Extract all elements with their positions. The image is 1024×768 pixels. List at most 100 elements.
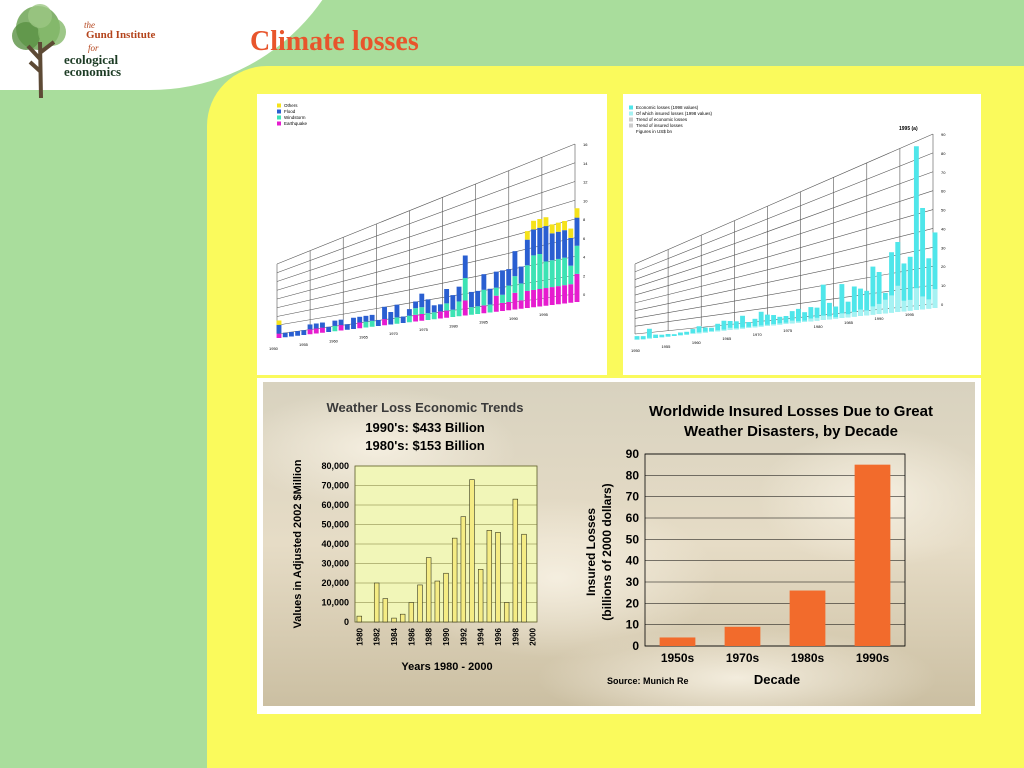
weather-loss-panel: Weather Loss Economic Trends 1990's: $43… [237,378,997,728]
logo-ecological: ecological [64,52,119,67]
bar-segment [326,326,332,332]
x-axis-label: Decade [754,672,800,687]
bar-segment [537,219,543,228]
bar [920,207,926,310]
bar-segment [444,289,450,304]
bar [839,313,845,318]
y-tick-label: 10 [626,618,640,632]
y-tick-label: 40,000 [321,539,349,549]
bar [808,307,814,322]
bar-segment [388,312,394,325]
bar-segment [425,313,431,320]
bar [882,299,888,314]
bar-segment [456,301,462,317]
x-tick-label: 1975 [783,328,793,333]
bar [653,334,659,338]
bar-segment [400,316,406,323]
bar [764,314,770,326]
x-tick-label: 1955 [299,342,309,347]
bar-segment [518,283,524,301]
bar [889,252,894,313]
bar-segment [363,315,369,322]
bar-segment [481,289,487,306]
bar [833,306,839,319]
bar [740,315,745,329]
chart-bars [356,479,527,623]
bar-segment [332,325,338,332]
x-tick-label: 2000 [529,627,538,645]
x-tick-label: 1980 [355,627,364,645]
legend-swatch [629,123,633,128]
bar [640,336,646,340]
y-tick-label: 30,000 [321,559,349,569]
bar [709,327,714,332]
x-tick-label: 1960 [692,340,702,345]
bar-segment [531,289,536,308]
bar [808,318,814,322]
bar [876,303,882,314]
bar [684,331,690,335]
slide-title: Climate losses [250,26,419,57]
bar-segment [512,292,518,310]
bar-segment [531,255,536,290]
grid-line [634,171,934,280]
bar [634,339,640,340]
bar-segment [481,274,487,290]
x-tick-label: 1986 [407,627,416,645]
x-tick-label: 1960 [329,338,339,343]
y-tick-label: 40 [941,226,946,231]
bar-segment [493,295,499,312]
y-tick-label: 2 [583,273,586,278]
bar-segment [500,270,505,295]
bar-segment [276,324,282,334]
chart-axis-labels: 0 2 4 6 8 10 12 14 16 1950 1955 1960 1965 1970 1975 198… [269,142,588,351]
chart-title-line2: Weather Disasters, by Decade [684,423,898,440]
bar-segment [568,284,574,303]
bar-segment [351,317,356,329]
bar [858,309,863,316]
y-axis-label-line2: (billions of 2000 dollars) [600,483,614,620]
x-tick-label: 1995 [539,312,549,317]
bar-segment [543,226,549,262]
bar [777,323,783,325]
bar-segment [394,317,400,324]
bar [758,325,764,327]
bar-segment [295,331,301,336]
bar-segment [574,208,580,218]
bar-segment [524,290,530,308]
bar-segment [500,294,505,303]
bar [721,329,727,331]
bar-segment [444,303,450,311]
x-tick-label: 1994 [477,627,486,645]
bar-segment [475,306,481,314]
x-tick-label: 1950 [269,346,279,351]
y-tick-label: 80,000 [321,461,349,471]
bar [870,266,876,315]
bar [678,332,683,336]
x-tick-label: 1995 [905,312,915,317]
bar [802,320,808,322]
bar [789,311,795,324]
x-tick-label: 1984 [390,627,399,645]
bar-segment [450,295,456,310]
bar [851,311,857,317]
bar-segment [320,327,325,333]
logo-economics: economics [64,64,122,79]
legend-swatch [277,115,281,120]
chart-disasters-by-type: Others Flood Windstorm Earthquake 0 2 4 6 8 10 12… [257,94,607,375]
bar [373,582,380,623]
chart-legend: Economic losses (1998 values)Of which in… [629,105,713,134]
weather-loss-panel-svg: Weather Loss Economic Trends 1990's: $43… [237,382,997,728]
y-tick-label: 14 [583,161,588,166]
chart-title-line1: Worldwide Insured Losses Due to Great [649,403,933,420]
y-tick-label: 0 [632,639,639,653]
bar [690,329,696,334]
bar [733,328,739,330]
bar-segment [549,233,555,261]
bar-segment [518,266,524,284]
bar-segment [357,322,363,329]
bar-segment [282,332,288,338]
y-tick-label: 90 [626,447,640,461]
bar [876,271,882,314]
